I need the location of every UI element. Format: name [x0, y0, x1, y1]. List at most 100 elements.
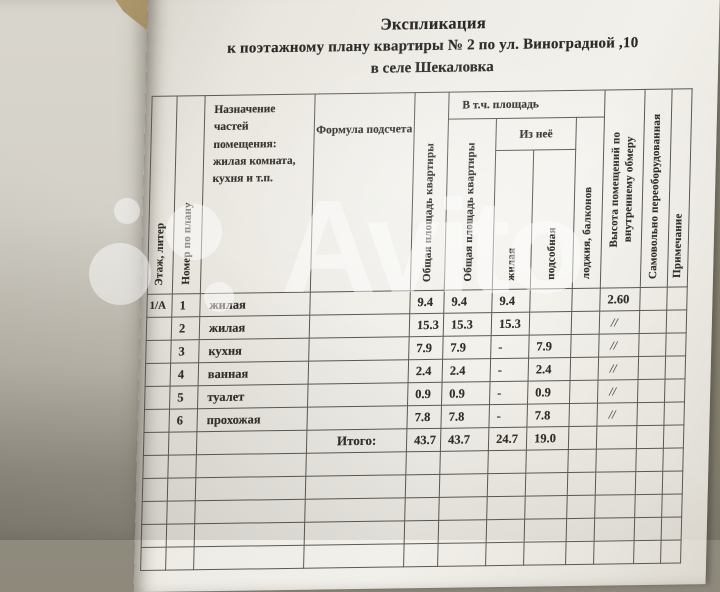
cell-floor: 1/А — [146, 294, 173, 318]
empty-cell — [567, 472, 596, 496]
empty-cell — [595, 448, 637, 473]
cell-total: 9.4 — [409, 290, 445, 314]
cell-balcony — [570, 334, 600, 358]
empty-cell — [566, 518, 595, 542]
cell-living: - — [488, 404, 528, 428]
empty-cell — [404, 520, 439, 544]
total-cell-total: 43.7 — [406, 428, 441, 452]
cell-aux — [529, 288, 573, 313]
empty-cell — [567, 449, 597, 473]
empty-cell — [142, 478, 168, 502]
empty-cell — [404, 497, 440, 521]
cell-num: 3 — [170, 339, 200, 364]
empty-cell — [193, 545, 305, 570]
cell-note — [666, 309, 687, 334]
cell-unauth — [639, 310, 667, 334]
cell-balcony — [570, 357, 599, 381]
cell-num: 6 — [168, 408, 198, 433]
total-cell-num — [168, 431, 197, 456]
cell-height: // — [598, 356, 639, 381]
empty-cell — [566, 495, 596, 519]
empty-cell — [140, 547, 167, 571]
cell-aux: 7.8 — [526, 403, 570, 428]
cell-num: 1 — [171, 293, 201, 318]
cell-total2: 15.3 — [443, 312, 492, 337]
cell-purpose: прохожая — [196, 407, 308, 432]
cell-aux: 7.9 — [528, 334, 572, 359]
total-cell-note — [663, 424, 684, 449]
empty-cell — [594, 494, 636, 519]
total-cell-aux: 19.0 — [526, 426, 569, 451]
total-cell-height — [596, 425, 637, 450]
cell-unauth — [636, 402, 665, 426]
cell-aux: 0.9 — [527, 380, 571, 405]
empty-cell — [195, 453, 307, 478]
cell-num: 5 — [169, 385, 199, 410]
empty-cell — [523, 541, 567, 566]
empty-cell — [194, 522, 305, 547]
cell-unauth — [637, 379, 666, 403]
empty-cell — [595, 471, 636, 496]
cell-formula — [309, 313, 410, 339]
header-group-of-it: Из неё — [495, 117, 577, 151]
total-cell-unauth — [636, 425, 664, 449]
empty-cell — [486, 496, 526, 520]
total-cell-living: 24.7 — [488, 427, 527, 451]
empty-cell — [166, 500, 196, 525]
cell-floor — [145, 363, 171, 387]
cell-note — [665, 355, 686, 380]
cell-unauth — [638, 356, 666, 380]
cell-purpose: туалет — [197, 384, 309, 409]
cell-living: - — [489, 381, 529, 405]
header-aux: подсобная — [530, 149, 576, 290]
empty-cell — [525, 472, 568, 497]
cell-balcony — [571, 288, 601, 312]
header-formula: Формула подсчета — [310, 92, 416, 293]
header-note: Примечание — [667, 88, 693, 288]
cell-formula — [308, 359, 409, 385]
empty-cell — [304, 497, 406, 523]
empty-cell — [405, 474, 440, 498]
empty-cell — [438, 496, 488, 521]
empty-cell — [166, 523, 195, 548]
cell-height: // — [599, 310, 640, 335]
header-room-height: Высота помещений по внутреннему обмеру — [600, 89, 646, 289]
cell-total2: 2.4 — [442, 358, 491, 383]
header-balcony: лоджия, балконов — [572, 117, 605, 289]
cell-total2: 0.9 — [441, 381, 491, 406]
cell-floor — [146, 317, 172, 341]
cell-height: 2.60 — [599, 287, 641, 312]
empty-cell — [565, 541, 595, 565]
cell-floor — [144, 386, 171, 410]
empty-cell — [634, 517, 662, 541]
empty-cell — [303, 543, 405, 569]
cell-living: - — [490, 335, 530, 359]
cell-total2: 7.8 — [440, 404, 490, 429]
cell-purpose: жилая — [199, 292, 311, 317]
empty-cell — [524, 518, 567, 543]
cell-balcony — [568, 403, 598, 427]
cell-aux: 2.4 — [528, 357, 571, 382]
empty-cell — [142, 455, 169, 479]
empty-cell — [437, 542, 487, 567]
cell-total2: 7.9 — [442, 335, 492, 360]
cell-aux — [529, 311, 572, 336]
cell-balcony — [569, 380, 599, 404]
empty-cell — [167, 477, 196, 502]
underlying-page — [0, 0, 152, 540]
cell-formula — [308, 336, 410, 362]
cell-total: 15.3 — [409, 313, 444, 337]
cell-total: 7.8 — [406, 405, 442, 429]
total-cell-balcony — [568, 426, 597, 450]
header-group-incl-area: В т.ч. площадь — [448, 89, 606, 120]
cell-living: 15.3 — [491, 312, 530, 336]
empty-cell — [141, 501, 168, 525]
cell-unauth — [638, 333, 667, 357]
empty-cell — [525, 449, 569, 474]
cell-formula — [306, 405, 408, 431]
empty-cell — [487, 450, 527, 474]
document-page: Экспликация к поэтажному плану квартиры … — [133, 0, 720, 592]
cell-unauth — [639, 287, 668, 311]
cell-total: 0.9 — [407, 382, 443, 406]
